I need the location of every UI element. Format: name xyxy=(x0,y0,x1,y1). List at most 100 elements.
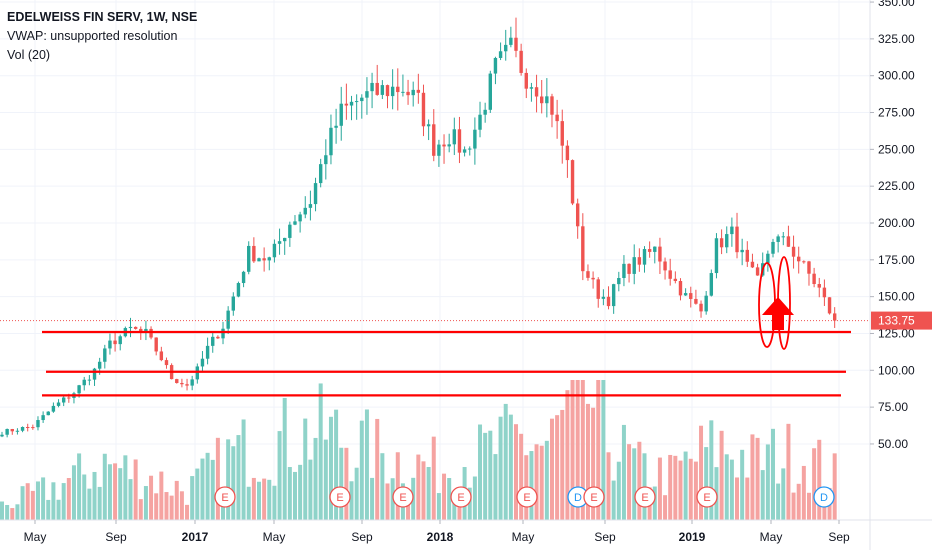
volume-bar xyxy=(683,451,688,520)
volume-bar xyxy=(750,434,755,520)
candle-body xyxy=(725,234,729,248)
volume-bar xyxy=(344,447,349,520)
symbol-title[interactable]: EDELWEISS FIN SERV, 1W, NSE xyxy=(7,10,198,24)
candle-body xyxy=(344,103,349,106)
last-price-value: 133.75 xyxy=(878,314,915,328)
earnings-marker[interactable] xyxy=(392,486,414,508)
candle-body xyxy=(683,293,688,296)
volume-bar xyxy=(267,479,272,520)
volume-bar xyxy=(354,467,359,520)
volume-bar xyxy=(621,424,626,520)
candle-body xyxy=(329,127,333,156)
volume-bar xyxy=(200,458,205,520)
volume-bar xyxy=(395,452,400,520)
volume-bar xyxy=(668,454,673,520)
candle-body xyxy=(175,379,179,383)
candle-body xyxy=(103,348,107,362)
volume-bar xyxy=(781,468,786,520)
volume-bar xyxy=(508,414,513,520)
candle-body xyxy=(786,236,791,247)
volume-bar xyxy=(143,486,148,520)
volume-bar xyxy=(786,423,791,520)
volume-bar xyxy=(483,432,488,520)
annotations xyxy=(758,256,794,350)
earnings-marker[interactable] xyxy=(450,486,472,508)
candle-body xyxy=(832,313,837,321)
earnings-marker[interactable] xyxy=(696,486,718,508)
candle-body xyxy=(483,109,487,115)
candle-body xyxy=(663,261,667,271)
volume-bar xyxy=(688,458,693,520)
earnings-marker[interactable] xyxy=(214,486,236,508)
candle-body xyxy=(437,144,441,156)
volume-bar xyxy=(585,403,590,520)
price-tick-label: 100.00 xyxy=(878,363,915,377)
volume-bar xyxy=(467,487,472,520)
candle-body xyxy=(46,411,50,416)
volume-bar xyxy=(606,452,611,520)
candle-body xyxy=(817,284,821,288)
volume-bar xyxy=(205,452,210,520)
candle-body xyxy=(822,287,827,298)
volume-bar xyxy=(35,481,40,520)
candle-body xyxy=(262,258,266,261)
earnings-marker[interactable] xyxy=(583,486,605,508)
up-arrow-icon[interactable] xyxy=(762,297,794,330)
volume-bar xyxy=(678,460,683,520)
candle-body xyxy=(658,246,662,262)
volume-bar xyxy=(447,478,452,520)
candle-body xyxy=(647,249,652,252)
volume-bar xyxy=(519,433,524,520)
volume-bar xyxy=(241,419,246,520)
time-tick-label: May xyxy=(263,530,286,544)
volume-indicator-label[interactable]: Vol (20) xyxy=(7,48,51,62)
volume-bar xyxy=(46,499,51,520)
volume-bar xyxy=(555,415,560,520)
event-marker-label: E xyxy=(703,492,710,504)
dividend-marker[interactable] xyxy=(813,486,835,508)
candle-body xyxy=(298,214,302,222)
volume-bar xyxy=(416,454,421,520)
candle-body xyxy=(61,397,66,403)
volume-bar xyxy=(431,436,436,520)
support-lines xyxy=(0,320,870,397)
volume-bar xyxy=(539,445,544,520)
time-tick-label: Sep xyxy=(828,530,850,544)
time-axis[interactable]: May Sep 2017 May Sep 2018 May Sep 2019 May Sep xyxy=(24,520,850,544)
earnings-marker[interactable] xyxy=(634,486,656,508)
volume-bar xyxy=(313,437,318,520)
candle-body xyxy=(509,37,513,45)
event-marker-label: E xyxy=(641,492,648,504)
earnings-marker[interactable] xyxy=(516,486,538,508)
candle-body xyxy=(740,249,744,253)
candle-body xyxy=(534,87,539,97)
volume-bar xyxy=(215,437,220,520)
candle-body xyxy=(380,85,385,95)
vwap-indicator-label[interactable]: VWAP: unsupported resolution xyxy=(7,29,178,43)
volume-bar xyxy=(82,474,87,520)
volume-bar xyxy=(724,454,729,520)
candle-body xyxy=(313,183,318,205)
volume-bar xyxy=(179,491,184,520)
volume-bar xyxy=(380,453,385,520)
time-tick-label: May xyxy=(760,530,783,544)
volume-bar xyxy=(123,455,128,520)
volume-bar xyxy=(71,465,76,520)
volume-bar xyxy=(709,420,714,520)
price-axis[interactable]: 50.00 75.00 100.00 125.00 150.00 175.00 200.00… xyxy=(870,0,915,451)
price-tick-label: 225.00 xyxy=(878,179,915,193)
candle-body xyxy=(159,351,164,361)
candle-body xyxy=(432,124,436,156)
volume-bar xyxy=(77,453,82,520)
earnings-marker[interactable] xyxy=(329,486,351,508)
time-tick-label: May xyxy=(24,530,47,544)
candle-body xyxy=(10,429,14,432)
candle-body xyxy=(267,257,271,261)
candle-body xyxy=(802,261,806,263)
volume-bar xyxy=(478,424,483,520)
candle-body xyxy=(144,328,148,332)
candle-body xyxy=(5,429,9,435)
volume-bar xyxy=(102,453,107,520)
